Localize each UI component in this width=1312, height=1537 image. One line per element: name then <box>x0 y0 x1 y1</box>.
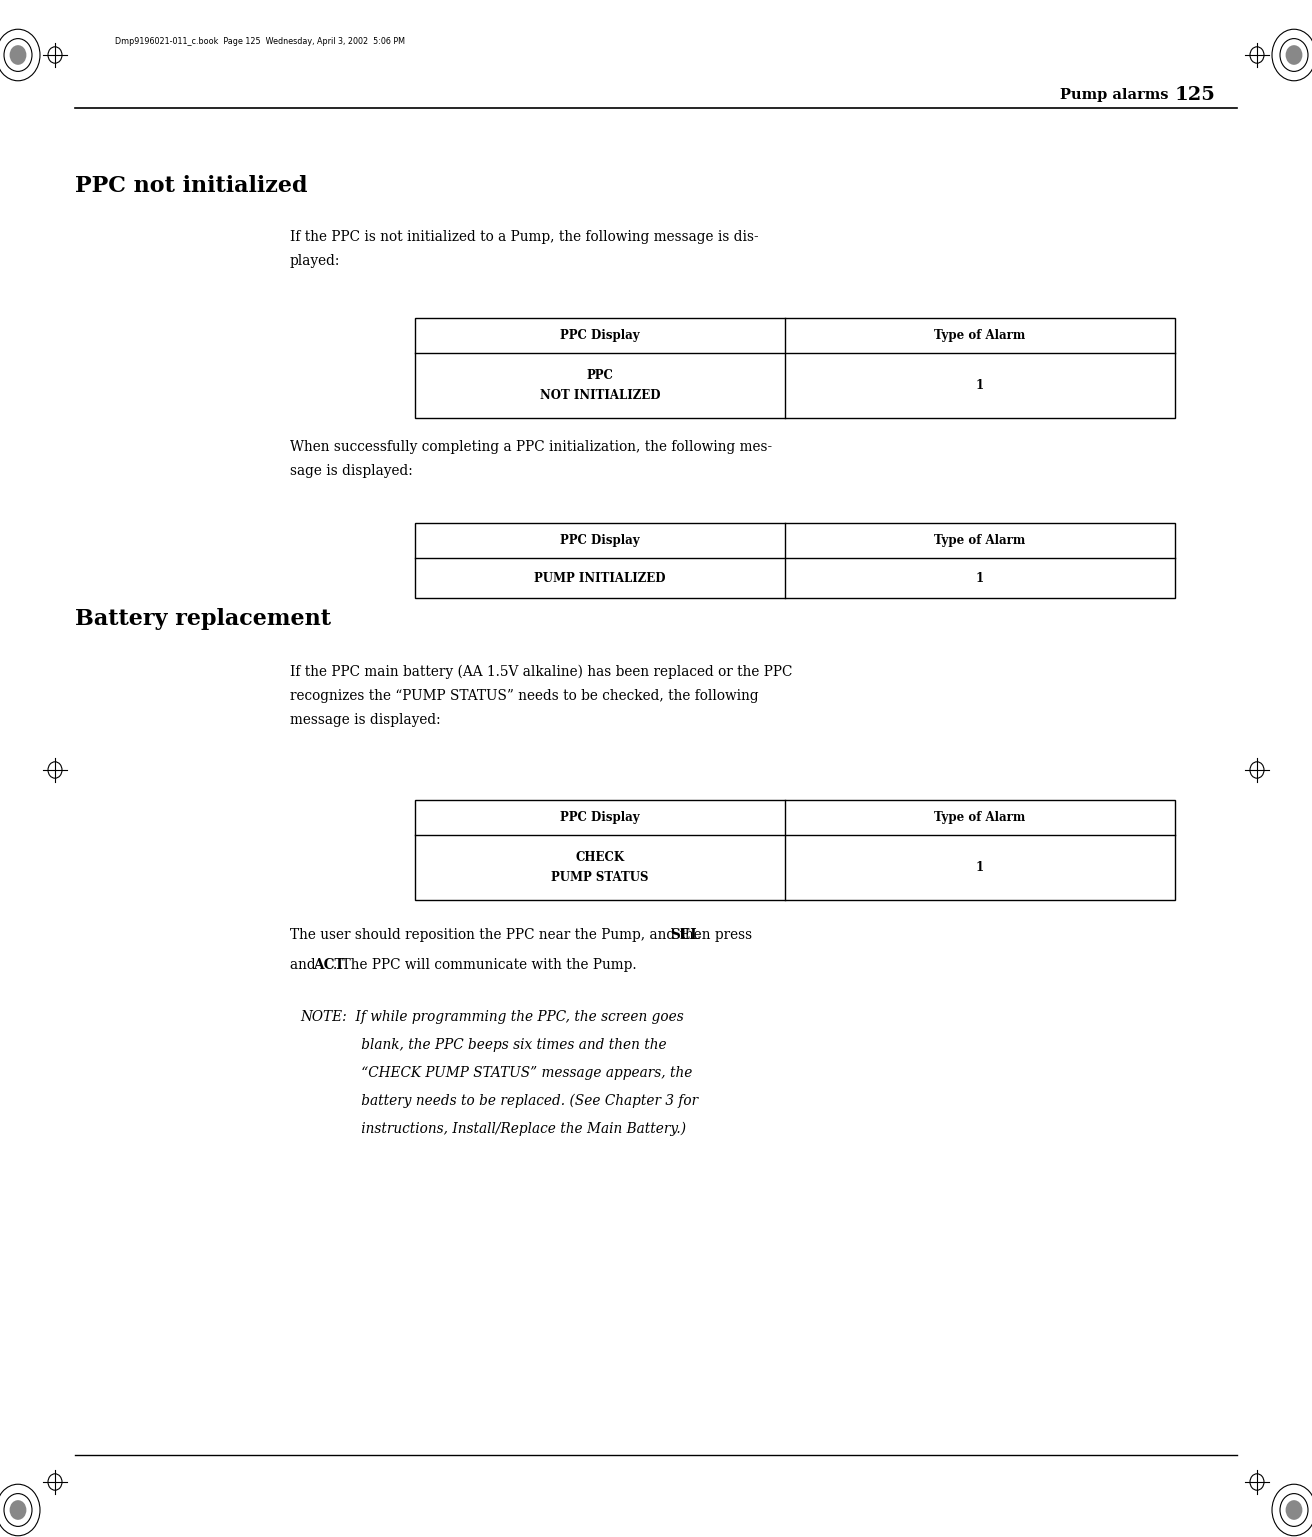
Text: If the PPC main battery (AA 1.5V alkaline) has been replaced or the PPC: If the PPC main battery (AA 1.5V alkalin… <box>290 666 792 679</box>
Text: When successfully completing a PPC initialization, the following mes-: When successfully completing a PPC initi… <box>290 440 773 453</box>
Text: PUMP STATUS: PUMP STATUS <box>551 871 648 884</box>
Text: Type of Alarm: Type of Alarm <box>934 329 1026 343</box>
Text: The user should reposition the PPC near the Pump, and then press: The user should reposition the PPC near … <box>290 928 757 942</box>
Text: Type of Alarm: Type of Alarm <box>934 533 1026 547</box>
Text: battery needs to be replaced. (See Chapter 3 for: battery needs to be replaced. (See Chapt… <box>300 1094 698 1108</box>
Text: PPC Display: PPC Display <box>560 533 640 547</box>
Text: ACT: ACT <box>314 958 345 971</box>
Circle shape <box>9 1500 26 1520</box>
Text: Battery replacement: Battery replacement <box>75 609 331 630</box>
Text: PPC Display: PPC Display <box>560 812 640 824</box>
Text: message is displayed:: message is displayed: <box>290 713 441 727</box>
Text: sage is displayed:: sage is displayed: <box>290 464 413 478</box>
Text: PUMP INITIALIZED: PUMP INITIALIZED <box>534 572 665 584</box>
Text: and: and <box>290 958 320 971</box>
Text: 125: 125 <box>1176 86 1216 105</box>
Text: 1: 1 <box>976 380 984 392</box>
Bar <box>415 523 1176 598</box>
Text: PPC Display: PPC Display <box>560 329 640 343</box>
Text: “CHECK PUMP STATUS” message appears, the: “CHECK PUMP STATUS” message appears, the <box>300 1067 693 1081</box>
Text: PPC not initialized: PPC not initialized <box>75 175 307 197</box>
Text: Dmp9196021-011_c.book  Page 125  Wednesday, April 3, 2002  5:06 PM: Dmp9196021-011_c.book Page 125 Wednesday… <box>115 37 405 46</box>
Text: recognizes the “PUMP STATUS” needs to be checked, the following: recognizes the “PUMP STATUS” needs to be… <box>290 689 758 702</box>
Text: 1: 1 <box>976 572 984 584</box>
Text: played:: played: <box>290 254 340 267</box>
Text: NOTE:  If while programming the PPC, the screen goes: NOTE: If while programming the PPC, the … <box>300 1010 684 1024</box>
Text: SEL: SEL <box>670 928 701 942</box>
Text: Pump alarms: Pump alarms <box>1060 88 1169 101</box>
Text: If the PPC is not initialized to a Pump, the following message is dis-: If the PPC is not initialized to a Pump,… <box>290 231 758 244</box>
Text: CHECK: CHECK <box>576 851 625 864</box>
Text: blank, the PPC beeps six times and then the: blank, the PPC beeps six times and then … <box>300 1037 666 1051</box>
Text: NOT INITIALIZED: NOT INITIALIZED <box>539 389 660 401</box>
Circle shape <box>1286 1500 1303 1520</box>
Text: 1: 1 <box>976 861 984 875</box>
Bar <box>415 799 1176 901</box>
Circle shape <box>9 45 26 65</box>
Text: Type of Alarm: Type of Alarm <box>934 812 1026 824</box>
Text: . The PPC will communicate with the Pump.: . The PPC will communicate with the Pump… <box>333 958 636 971</box>
Text: instructions, Install/Replace the Main Battery.): instructions, Install/Replace the Main B… <box>300 1122 686 1136</box>
Text: PPC: PPC <box>586 369 614 383</box>
Circle shape <box>1286 45 1303 65</box>
Bar <box>415 318 1176 418</box>
